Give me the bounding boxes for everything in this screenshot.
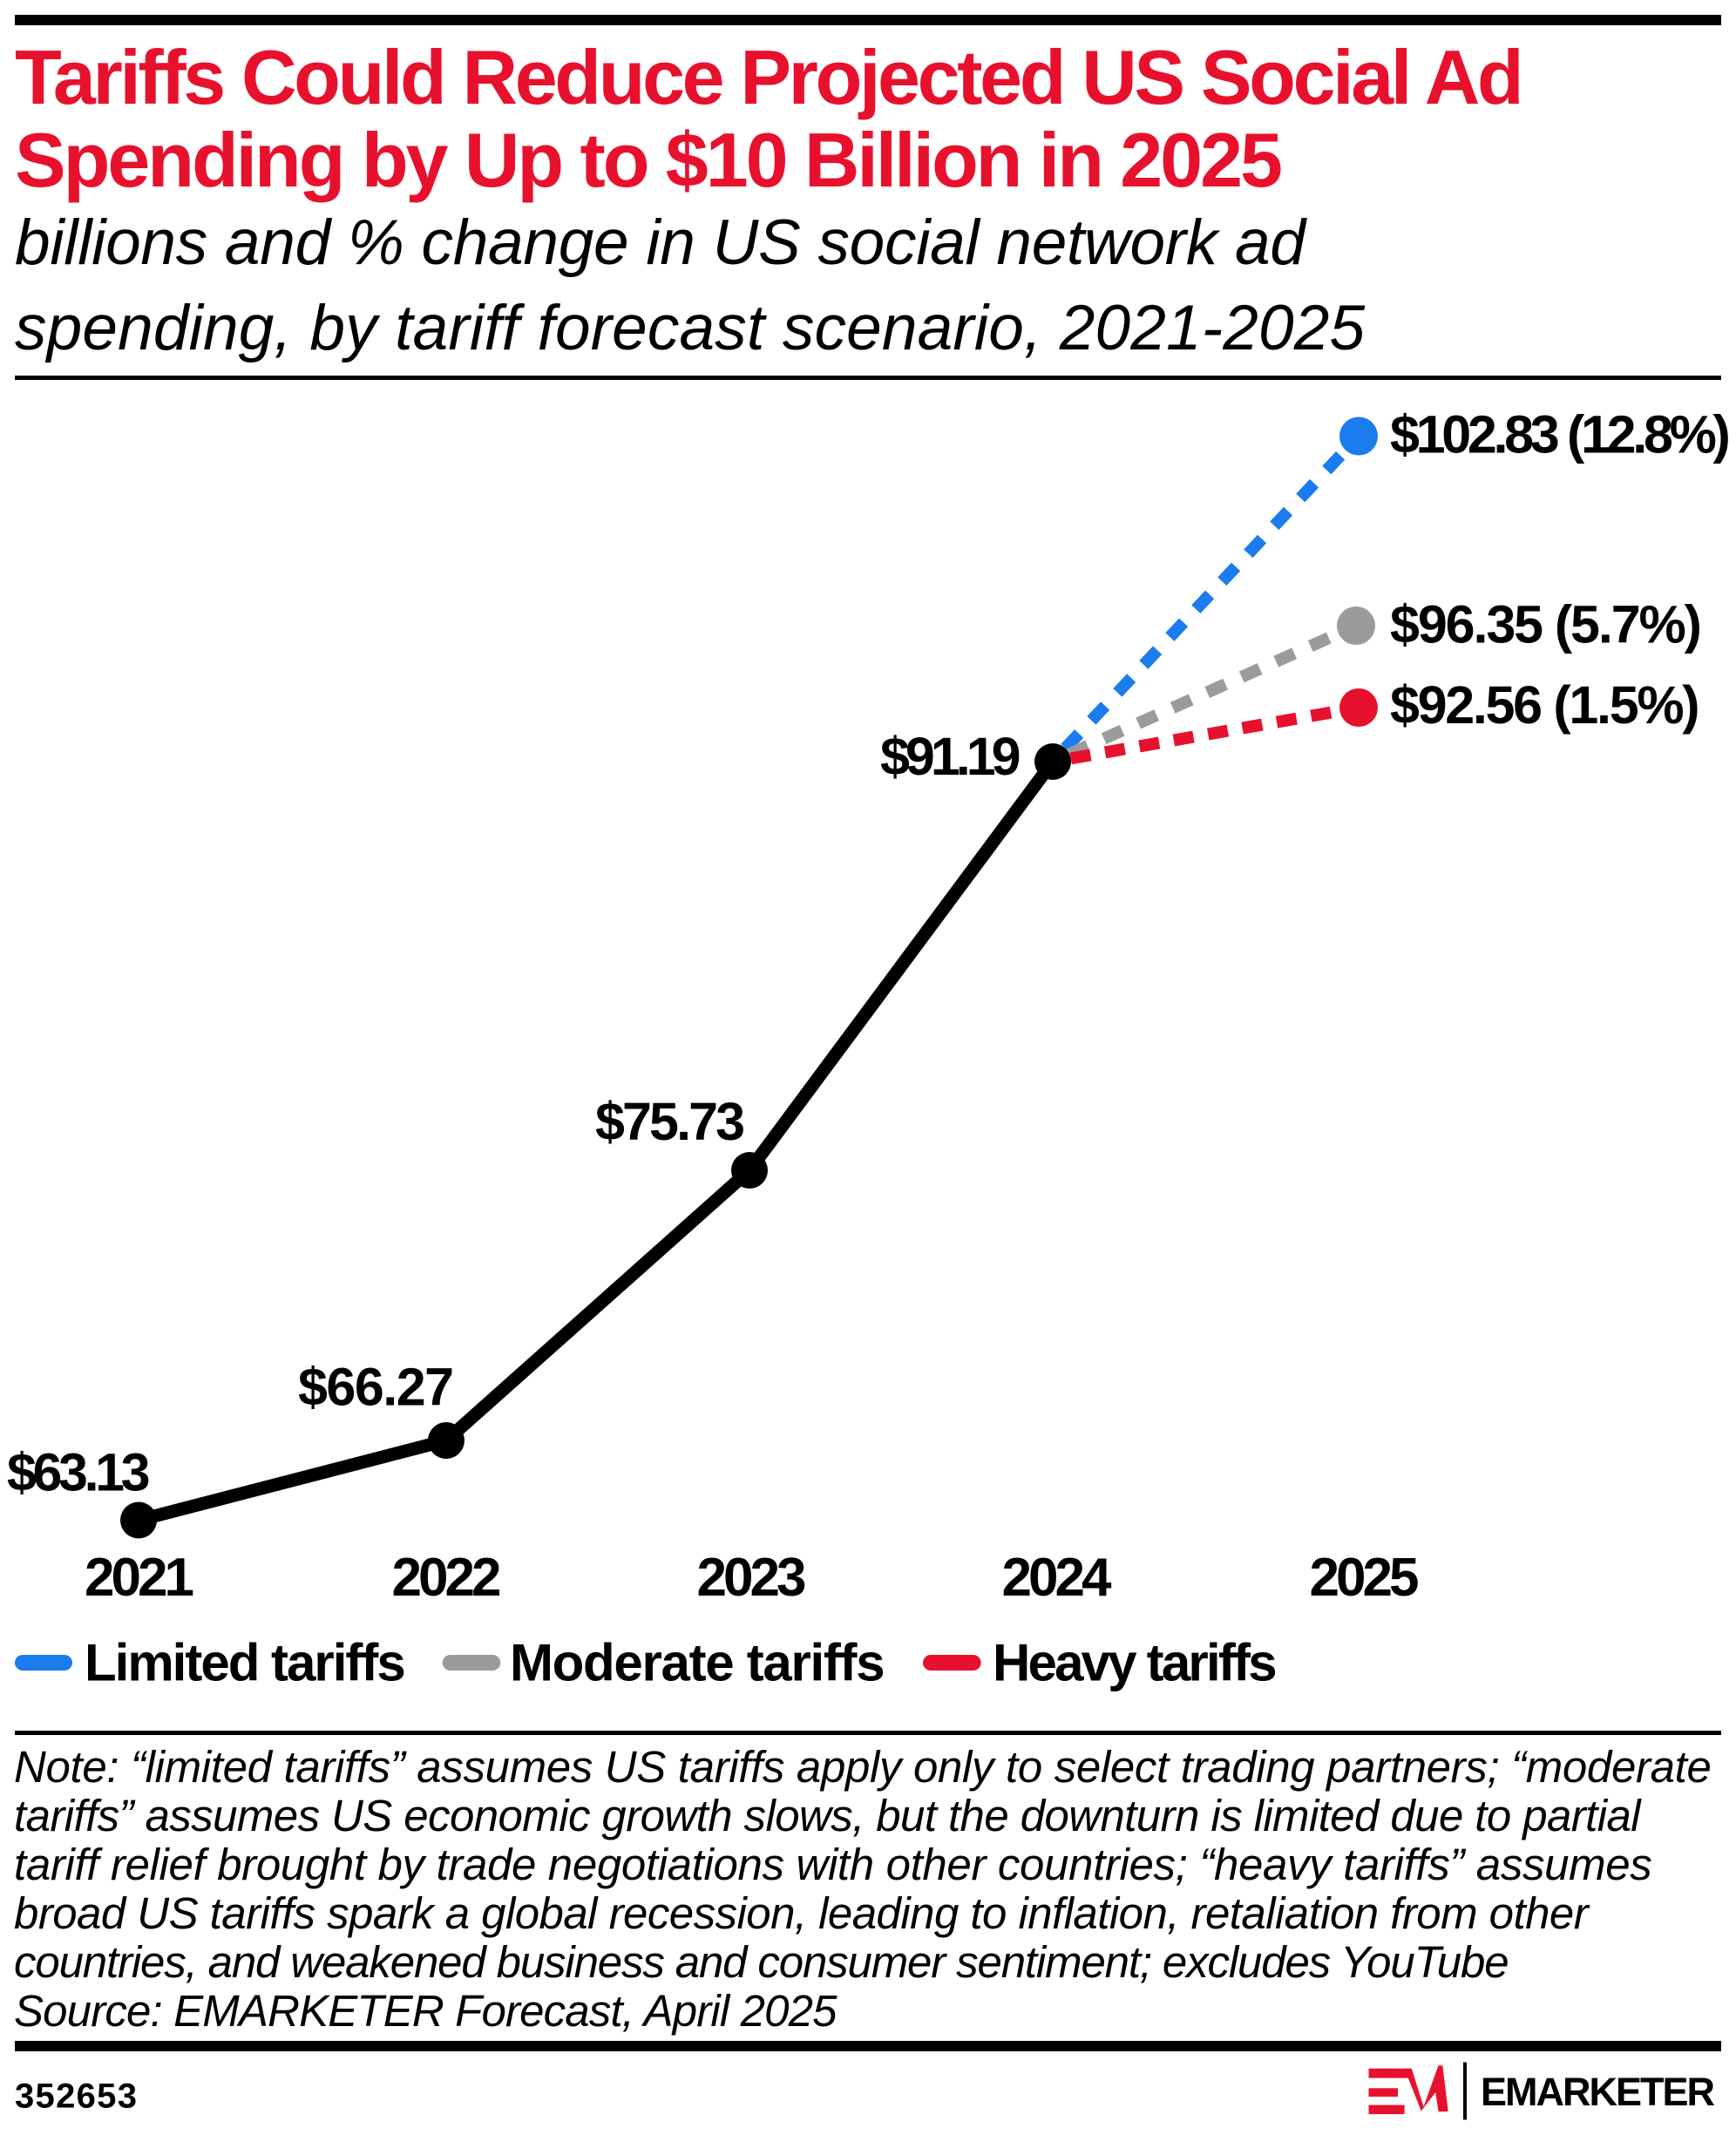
svg-text:$66.27: $66.27 <box>298 1358 453 1417</box>
svg-text:$102.83 (12.8%): $102.83 (12.8%) <box>1390 405 1729 464</box>
svg-text:2024: 2024 <box>1002 1548 1112 1608</box>
svg-text:$96.35 (5.7%): $96.35 (5.7%) <box>1390 595 1700 654</box>
svg-text:2021: 2021 <box>85 1548 193 1608</box>
svg-text:$91.19: $91.19 <box>880 727 1020 786</box>
svg-text:Limited tariffs: Limited tariffs <box>85 1633 404 1691</box>
svg-text:$63.13: $63.13 <box>7 1443 149 1502</box>
svg-text:$75.73: $75.73 <box>595 1092 743 1151</box>
svg-text:352653: 352653 <box>15 2077 138 2116</box>
svg-text:2022: 2022 <box>392 1548 499 1608</box>
svg-text:Moderate tariffs: Moderate tariffs <box>510 1633 884 1691</box>
svg-text:EMARKETER: EMARKETER <box>1481 2070 1715 2114</box>
svg-text:Heavy tariffs: Heavy tariffs <box>993 1633 1275 1691</box>
svg-text:$92.56 (1.5%): $92.56 (1.5%) <box>1390 675 1698 735</box>
svg-text:2025: 2025 <box>1310 1548 1418 1608</box>
svg-text:2023: 2023 <box>697 1548 805 1608</box>
